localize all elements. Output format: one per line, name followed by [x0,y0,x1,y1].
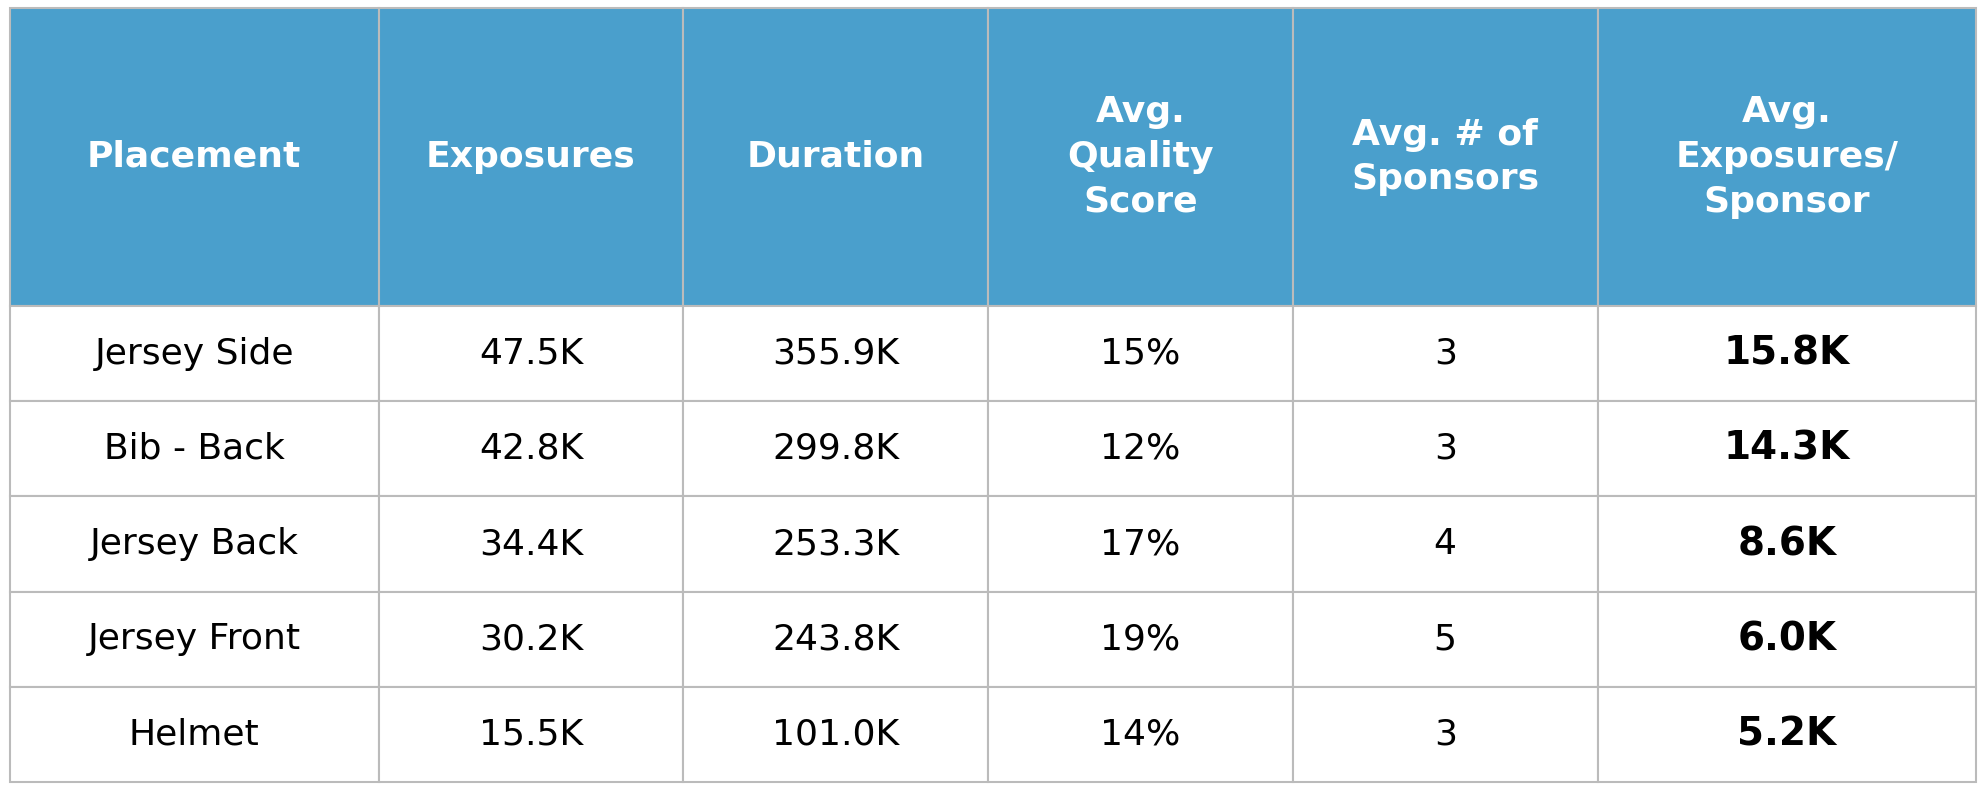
Bar [683,401,989,496]
Text: 15%: 15% [1100,337,1180,371]
Text: 15.8K: 15.8K [1724,335,1849,373]
Bar [989,306,1293,401]
Bar [1293,401,1597,496]
Text: Avg. # of
Sponsors: Avg. # of Sponsors [1350,118,1539,197]
Text: 47.5K: 47.5K [479,337,584,371]
Bar [10,401,379,496]
Bar [10,496,379,592]
Bar [1597,592,1976,687]
Text: 15.5K: 15.5K [479,717,584,751]
Text: Avg.
Quality
Score: Avg. Quality Score [1066,95,1213,219]
Text: 3: 3 [1434,337,1456,371]
Text: Duration: Duration [747,140,925,174]
Bar [1293,8,1597,306]
Bar [683,592,989,687]
Text: 30.2K: 30.2K [479,623,584,656]
Bar [1597,496,1976,592]
Text: Jersey Side: Jersey Side [95,337,294,371]
Text: 253.3K: 253.3K [773,527,900,561]
Text: 12%: 12% [1100,432,1180,466]
Bar [1597,687,1976,782]
Bar [1597,401,1976,496]
Text: 14.3K: 14.3K [1724,430,1849,468]
Bar [1597,306,1976,401]
Text: Jersey Front: Jersey Front [87,623,300,656]
Bar [379,8,683,306]
Bar [683,8,989,306]
Bar [10,687,379,782]
Text: Placement: Placement [87,140,302,174]
Bar [989,592,1293,687]
Bar [1293,592,1597,687]
Bar [683,687,989,782]
Text: 8.6K: 8.6K [1738,525,1837,563]
Text: Helmet: Helmet [129,717,260,751]
Text: 5: 5 [1434,623,1456,656]
Text: 6.0K: 6.0K [1738,620,1837,658]
Text: 19%: 19% [1100,623,1180,656]
Text: Avg.
Exposures/
Sponsor: Avg. Exposures/ Sponsor [1676,95,1899,219]
Bar [989,496,1293,592]
Text: 299.8K: 299.8K [773,432,900,466]
Bar [683,496,989,592]
Bar [379,592,683,687]
Text: Bib - Back: Bib - Back [103,432,284,466]
Text: 17%: 17% [1100,527,1180,561]
Bar [989,401,1293,496]
Text: 14%: 14% [1100,717,1180,751]
Bar [10,8,379,306]
Bar [1597,8,1976,306]
Bar [379,401,683,496]
Text: 243.8K: 243.8K [773,623,900,656]
Bar [10,592,379,687]
Text: 355.9K: 355.9K [773,337,900,371]
Text: 42.8K: 42.8K [479,432,584,466]
Bar [379,306,683,401]
Text: 5.2K: 5.2K [1738,716,1837,754]
Text: 101.0K: 101.0K [773,717,900,751]
Text: 34.4K: 34.4K [479,527,584,561]
Bar [10,306,379,401]
Bar [989,8,1293,306]
Bar [1293,496,1597,592]
Text: 4: 4 [1434,527,1456,561]
Text: 3: 3 [1434,717,1456,751]
Bar [1293,687,1597,782]
Bar [379,496,683,592]
Bar [683,306,989,401]
Bar [989,687,1293,782]
Text: Exposures: Exposures [427,140,636,174]
Text: 3: 3 [1434,432,1456,466]
Text: Jersey Back: Jersey Back [89,527,298,561]
Bar [379,687,683,782]
Bar [1293,306,1597,401]
